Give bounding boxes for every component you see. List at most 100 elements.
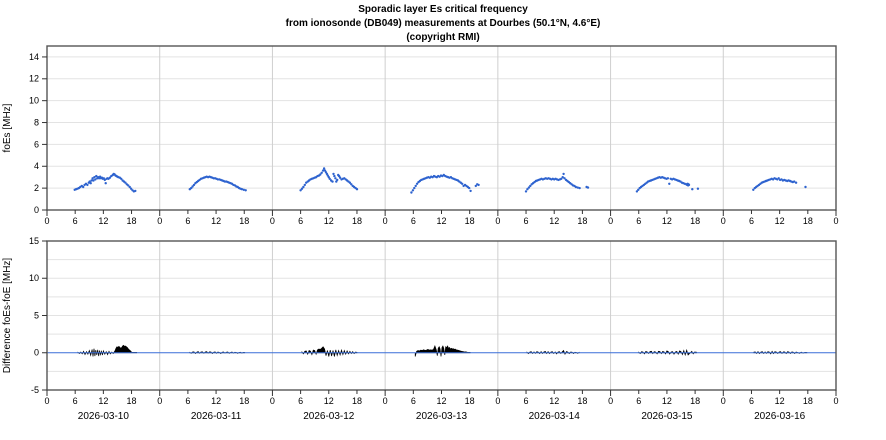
svg-text:12: 12 — [549, 216, 559, 226]
svg-text:2026-03-10: 2026-03-10 — [78, 411, 130, 422]
svg-text:6: 6 — [411, 396, 416, 406]
svg-text:18: 18 — [239, 396, 249, 406]
day-boundary-lines — [159, 46, 724, 210]
bottom-panel: 0 6 12 18 0 6 12 18 0 6 12 18 0 6 12 18 0 6 12 18 0 6 12 18 0 6 12… — [2, 236, 839, 406]
svg-text:18: 18 — [577, 216, 587, 226]
svg-text:12: 12 — [29, 74, 39, 84]
svg-text:0: 0 — [157, 396, 162, 406]
svg-text:18: 18 — [127, 396, 137, 406]
svg-text:18: 18 — [352, 396, 362, 406]
svg-text:6: 6 — [749, 396, 754, 406]
svg-text:0: 0 — [383, 396, 388, 406]
svg-text:12: 12 — [662, 216, 672, 226]
x-axis-date-labels: 2026-03-10 2026-03-11 2026-03-12 2026-03-13… — [78, 411, 806, 422]
svg-text:2026-03-16: 2026-03-16 — [754, 411, 806, 422]
svg-text:10: 10 — [29, 96, 39, 106]
horizontal-gridlines — [47, 56, 836, 189]
svg-text:18: 18 — [690, 216, 700, 226]
svg-text:2026-03-14: 2026-03-14 — [529, 411, 581, 422]
chart-title-line1: Sporadic layer Es critical frequency — [358, 4, 528, 15]
svg-text:0: 0 — [833, 216, 838, 226]
svg-text:18: 18 — [577, 396, 587, 406]
svg-text:6: 6 — [73, 396, 78, 406]
svg-text:6: 6 — [636, 396, 641, 406]
svg-text:0: 0 — [833, 396, 838, 406]
svg-text:0: 0 — [721, 216, 726, 226]
svg-text:6: 6 — [749, 216, 754, 226]
svg-text:0: 0 — [495, 216, 500, 226]
svg-text:12: 12 — [211, 216, 221, 226]
day-boundary-lines — [159, 241, 724, 390]
svg-text:4: 4 — [34, 161, 39, 171]
svg-text:0: 0 — [34, 348, 39, 358]
svg-text:18: 18 — [465, 216, 475, 226]
horizontal-gridlines — [47, 259, 836, 372]
y-axis-label-bottom: Difference foEs-foE [MHz] — [2, 258, 13, 374]
svg-text:6: 6 — [636, 216, 641, 226]
svg-text:2: 2 — [34, 183, 39, 193]
svg-text:6: 6 — [185, 396, 190, 406]
svg-text:10: 10 — [29, 273, 39, 283]
svg-text:2026-03-15: 2026-03-15 — [641, 411, 693, 422]
svg-text:18: 18 — [690, 396, 700, 406]
x-axis-ticks — [46, 210, 837, 216]
svg-text:6: 6 — [524, 396, 529, 406]
svg-text:0: 0 — [608, 216, 613, 226]
svg-text:12: 12 — [98, 396, 108, 406]
svg-text:2026-03-12: 2026-03-12 — [303, 411, 355, 422]
svg-text:18: 18 — [803, 396, 813, 406]
svg-text:6: 6 — [298, 396, 303, 406]
svg-text:6: 6 — [524, 216, 529, 226]
svg-text:12: 12 — [775, 216, 785, 226]
svg-text:14: 14 — [29, 52, 39, 62]
svg-text:18: 18 — [352, 216, 362, 226]
svg-text:6: 6 — [185, 216, 190, 226]
svg-text:0: 0 — [495, 396, 500, 406]
svg-text:12: 12 — [211, 396, 221, 406]
svg-text:12: 12 — [324, 216, 334, 226]
svg-text:15: 15 — [29, 236, 39, 246]
svg-text:18: 18 — [239, 216, 249, 226]
y-axis-ticks — [42, 240, 47, 391]
svg-text:12: 12 — [662, 396, 672, 406]
svg-text:0: 0 — [34, 205, 39, 215]
panel-background — [47, 46, 836, 210]
svg-text:18: 18 — [127, 216, 137, 226]
svg-text:6: 6 — [73, 216, 78, 226]
svg-text:18: 18 — [465, 396, 475, 406]
svg-text:5: 5 — [34, 310, 39, 320]
svg-text:12: 12 — [775, 396, 785, 406]
svg-text:0: 0 — [44, 396, 49, 406]
svg-text:0: 0 — [157, 216, 162, 226]
svg-text:0: 0 — [608, 396, 613, 406]
y-axis-label-top: foEs [MHz] — [2, 103, 13, 152]
svg-text:0: 0 — [383, 216, 388, 226]
svg-text:6: 6 — [298, 216, 303, 226]
svg-text:-5: -5 — [31, 385, 39, 395]
svg-text:2026-03-11: 2026-03-11 — [191, 411, 242, 422]
x-axis-ticks — [46, 390, 837, 396]
svg-text:6: 6 — [411, 216, 416, 226]
svg-text:0: 0 — [44, 216, 49, 226]
svg-text:12: 12 — [549, 396, 559, 406]
x-axis-hour-labels: 0 6 12 18 0 6 12 18 0 6 12 18 0 6 12 18 0 6 12 18 0 6 12 18 0 6 12… — [44, 396, 838, 406]
top-panel: 0 6 12 18 0 6 12 18 0 6 12 18 0 6 12 18 0 6 12 18 0 6 12 18 0 6 12… — [2, 45, 839, 226]
chart-title-line2: from ionosonde (DB049) measurements at D… — [285, 18, 601, 29]
scatter-points — [73, 167, 807, 194]
x-axis-hour-labels: 0 6 12 18 0 6 12 18 0 6 12 18 0 6 12 18 0 6 12 18 0 6 12 18 0 6 12… — [44, 216, 838, 226]
svg-text:18: 18 — [803, 216, 813, 226]
svg-text:12: 12 — [436, 216, 446, 226]
svg-text:0: 0 — [270, 216, 275, 226]
y-axis-tick-labels: -5 0 5 10 15 — [29, 236, 39, 395]
svg-text:12: 12 — [324, 396, 334, 406]
y-axis-tick-labels: 0 2 4 6 8 10 12 14 — [29, 52, 39, 215]
svg-text:8: 8 — [34, 117, 39, 127]
svg-text:0: 0 — [270, 396, 275, 406]
svg-text:12: 12 — [98, 216, 108, 226]
svg-text:0: 0 — [721, 396, 726, 406]
chart-title-line3: (copyright RMI) — [406, 32, 480, 43]
svg-text:6: 6 — [34, 139, 39, 149]
y-axis-ticks — [42, 56, 47, 211]
